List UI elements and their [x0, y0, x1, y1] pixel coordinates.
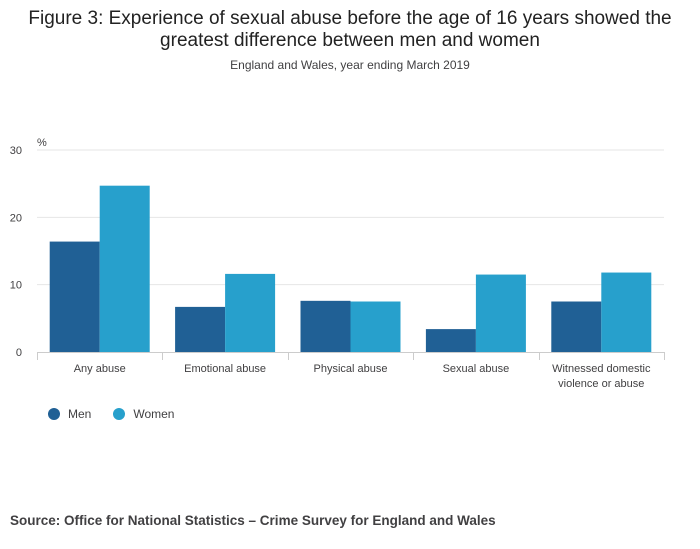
source-note: Source: Office for National Statistics –…: [10, 513, 496, 528]
x-tick-label: Sexual abuse: [443, 363, 510, 375]
y-tick-label: 20: [10, 212, 22, 224]
x-tick-label: Emotional abuse: [184, 363, 266, 375]
legend-item-men[interactable]: Men: [48, 407, 91, 421]
legend-label-women: Women: [133, 407, 175, 421]
bar-men: [300, 300, 351, 352]
chart-title: Figure 3: Experience of sexual abuse bef…: [0, 8, 700, 52]
legend-label-men: Men: [68, 407, 92, 421]
bar-women: [350, 301, 401, 352]
bar-men: [175, 306, 226, 352]
chart-title-line-1: Figure 3: Experience of sexual abuse bef…: [28, 8, 672, 29]
legend-item-women[interactable]: Women: [113, 407, 174, 421]
y-tick-label: 0: [16, 347, 22, 359]
y-tick-label: 10: [10, 280, 22, 292]
y-axis-label: %: [37, 137, 47, 149]
bar-women: [99, 185, 150, 352]
bar-men: [425, 329, 476, 352]
bar-women: [475, 274, 526, 352]
chart-subtitle: England and Wales, year ending March 201…: [230, 58, 470, 72]
bar-women: [225, 273, 276, 352]
bar-men: [551, 301, 602, 352]
x-tick-label: Witnessed domestic: [552, 363, 651, 375]
bar-women: [601, 272, 652, 352]
bar-men: [49, 241, 100, 352]
legend-swatch-men: [48, 408, 60, 420]
legend: Men Women: [48, 407, 196, 421]
y-tick-label: 30: [10, 145, 22, 157]
chart-title-line-2: greatest difference between men and wome…: [160, 30, 540, 51]
legend-swatch-women: [113, 408, 126, 420]
x-tick-label: Physical abuse: [314, 363, 388, 375]
x-tick-label: Any abuse: [74, 363, 126, 375]
x-tick-label: violence or abuse: [558, 378, 644, 390]
